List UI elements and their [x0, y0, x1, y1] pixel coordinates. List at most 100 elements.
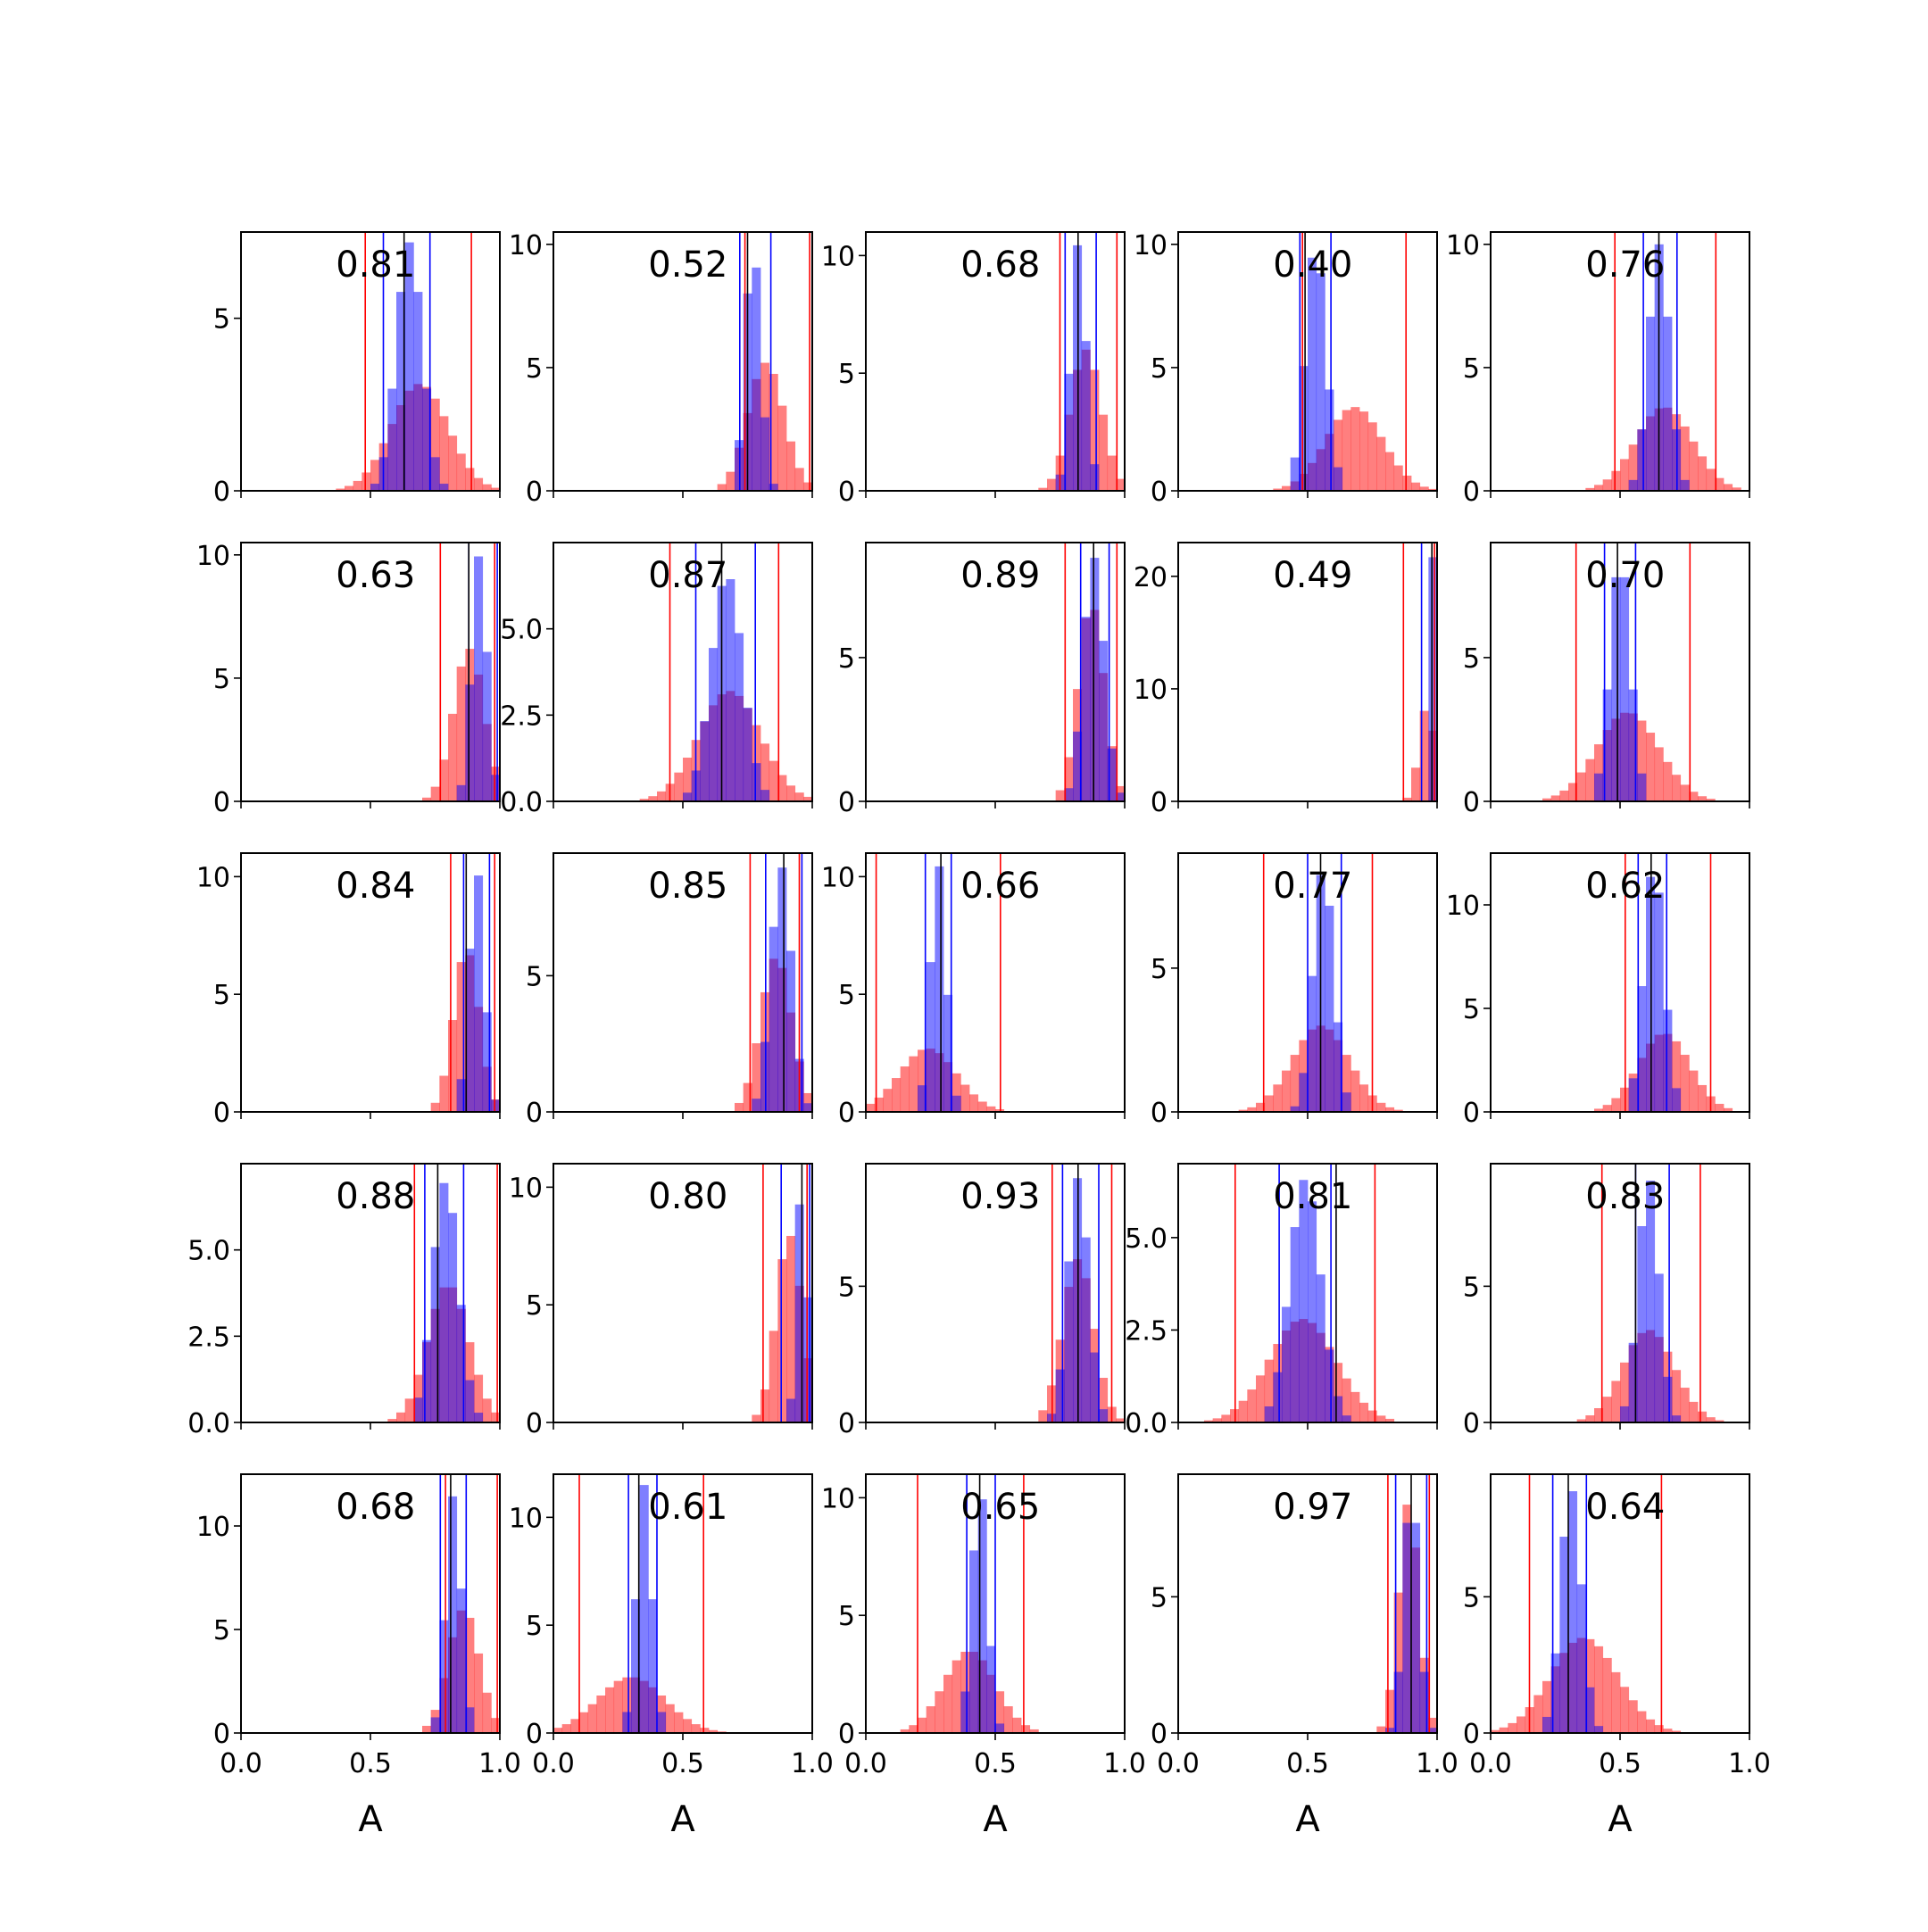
plot-area: [336, 232, 500, 491]
y-tick-label: 10: [1446, 891, 1480, 922]
prior-bar: [1282, 485, 1292, 491]
posterior-bar: [943, 994, 953, 1112]
panel-annotation: 0.62: [1585, 866, 1665, 907]
prior-bar: [1698, 796, 1708, 801]
prior-bar: [1273, 488, 1283, 491]
prior-bar: [1559, 790, 1569, 801]
y-tick-label: 0: [213, 1098, 230, 1129]
prior-bar: [1689, 1070, 1699, 1112]
prior-bar: [665, 1704, 675, 1733]
prior-bar: [1620, 1687, 1630, 1733]
posterior-bar: [709, 648, 719, 801]
y-tick-label: 0: [1151, 477, 1168, 508]
posterior-bar: [1325, 389, 1334, 491]
y-tick-label: 10: [1446, 230, 1480, 261]
prior-bar: [717, 484, 727, 491]
subplot-1-3: [859, 231, 1126, 498]
prior-bar: [1342, 1055, 1351, 1112]
prior-bar: [387, 1419, 397, 1422]
y-tick-label: 5: [1463, 1272, 1480, 1303]
panel-annotation: 0.68: [336, 1487, 415, 1528]
posterior-bar: [396, 292, 406, 491]
x-tick-label: 1.0: [1416, 1748, 1458, 1779]
prior-bar: [491, 487, 500, 491]
posterior-bar: [456, 1588, 466, 1733]
prior-bar: [1724, 1107, 1733, 1112]
prior-bar: [1620, 1362, 1630, 1422]
y-tick-label: 5.0: [1125, 1223, 1168, 1255]
prior-bar: [1247, 1107, 1257, 1112]
prior-bar: [456, 666, 466, 801]
posterior-bar: [1090, 1352, 1100, 1422]
posterior-bar: [1290, 1227, 1300, 1422]
posterior-bar: [1264, 1406, 1274, 1422]
x-tick-label: 0.5: [1286, 1748, 1329, 1779]
posterior-bar: [482, 1012, 492, 1112]
prior-bar: [1116, 1418, 1125, 1422]
panel-annotation: 0.87: [648, 555, 727, 596]
prior-bar: [1003, 1706, 1013, 1733]
panel-annotation: 0.97: [1273, 1487, 1352, 1528]
posterior-bar: [439, 1182, 449, 1422]
posterior-bar: [456, 1079, 466, 1112]
prior-bar: [900, 1729, 910, 1733]
prior-bar: [1090, 369, 1100, 491]
posterior-bar: [370, 484, 380, 491]
y-tick-label: 0.0: [187, 1408, 230, 1439]
posterior-bar: [456, 1305, 466, 1422]
subplot-2-5: [1483, 542, 1750, 808]
prior-bar: [1672, 1041, 1682, 1112]
panel-annotation: 0.81: [1273, 1176, 1352, 1217]
prior-bar: [1672, 775, 1682, 801]
prior-bar: [1393, 1592, 1403, 1733]
prior-bar: [1350, 407, 1360, 491]
posterior-bar: [1663, 316, 1673, 491]
prior-bar: [1359, 1402, 1369, 1422]
posterior-bar: [777, 867, 787, 1112]
plot-area: [717, 232, 812, 491]
posterior-bar: [1594, 1726, 1604, 1733]
y-tick-label: 2.5: [500, 701, 543, 732]
panel-annotation: 0.83: [1585, 1176, 1665, 1217]
posterior-bar: [735, 633, 744, 801]
posterior-bar: [1385, 1728, 1395, 1733]
y-tick-label: 5: [1463, 353, 1480, 385]
posterior-bar: [639, 1485, 649, 1733]
prior-bar: [1646, 733, 1656, 801]
posterior-bar: [1672, 1415, 1682, 1422]
prior-bar: [1055, 790, 1065, 801]
y-tick-label: 10: [1134, 230, 1168, 261]
prior-bar: [1628, 1700, 1638, 1733]
y-tick-label: 0: [1151, 1098, 1168, 1129]
plot-area: [422, 1474, 500, 1733]
prior-bar: [639, 799, 649, 801]
y-tick-label: 0: [1463, 1719, 1480, 1750]
panel-annotation: 0.76: [1585, 245, 1665, 286]
prior-bar: [1367, 422, 1377, 491]
posterior-bar: [387, 388, 397, 491]
subplot-1-1: [234, 231, 501, 498]
prior-bar: [1594, 1646, 1604, 1733]
prior-bar: [1611, 1098, 1621, 1112]
prior-bar: [1212, 1418, 1222, 1422]
prior-bar: [1517, 1716, 1526, 1733]
prior-bar: [803, 1092, 812, 1112]
subplot-3-2: [546, 852, 813, 1119]
y-tick-label: 0.0: [500, 787, 543, 818]
prior-bar: [803, 796, 812, 801]
posterior-bar: [1628, 689, 1638, 801]
posterior-bar: [1637, 1226, 1647, 1422]
posterior-bar: [1654, 1273, 1664, 1422]
y-tick-label: 0.0: [1125, 1408, 1168, 1439]
posterior-bar: [760, 790, 770, 801]
posterior-bar: [803, 1297, 812, 1422]
prior-bar: [1602, 1657, 1612, 1733]
posterior-bar: [1620, 576, 1630, 801]
panel-annotation: 0.64: [1585, 1487, 1665, 1528]
posterior-bar: [794, 1204, 804, 1422]
prior-bar: [1637, 720, 1647, 801]
prior-bar: [1359, 411, 1369, 491]
y-tick-label: 0: [1463, 1098, 1480, 1129]
prior-bar: [1264, 1359, 1274, 1422]
prior-bar: [1491, 1729, 1500, 1733]
